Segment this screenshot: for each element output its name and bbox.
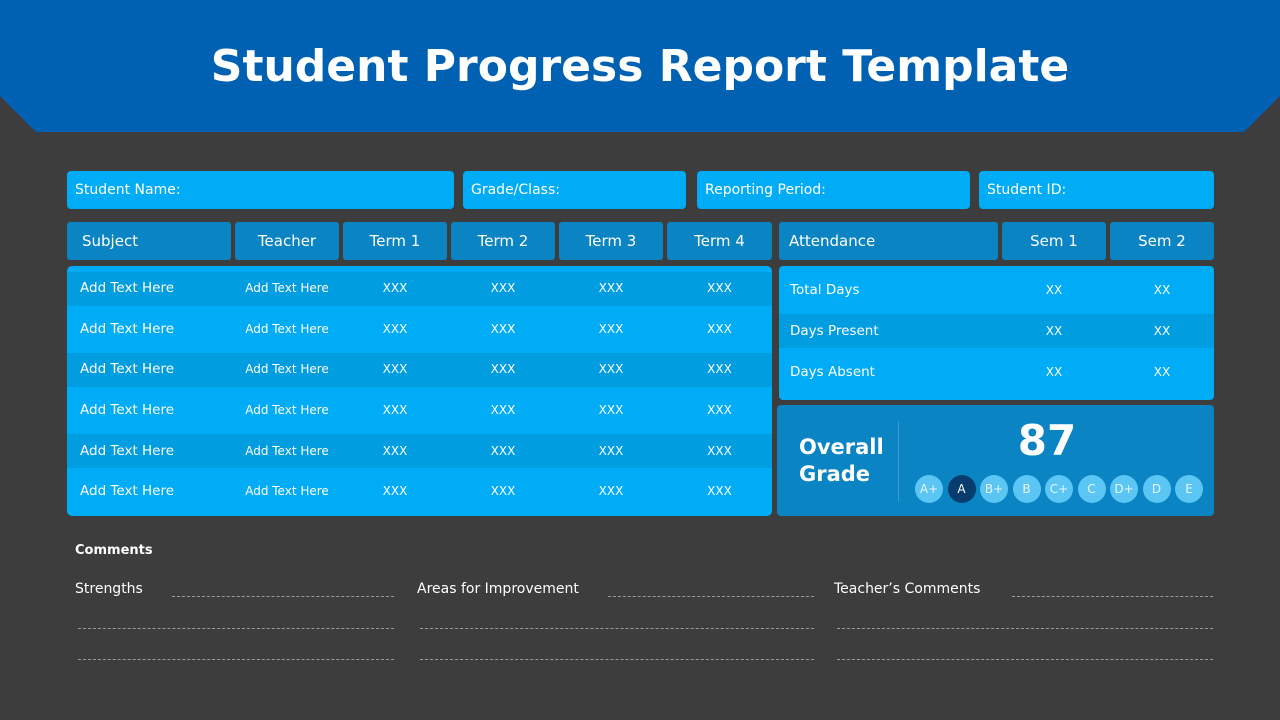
dash-line [1012, 596, 1213, 597]
info-field: Student Name: [67, 171, 454, 209]
table-cell: XXX [707, 321, 732, 336]
table-cell: XXX [598, 484, 624, 499]
dash-line [78, 628, 394, 629]
info-field: Student ID: [979, 171, 1214, 209]
table-cell: Days Present [790, 322, 879, 339]
table-cell: Add Text Here [245, 403, 329, 418]
table-cell: XXX [707, 403, 732, 418]
table-cell: XXX [382, 484, 408, 499]
comment-label: Teacher’s Comments [834, 581, 981, 597]
table-cell: XXX [598, 403, 624, 418]
table-cell: XX [1045, 282, 1063, 297]
dash-line [837, 659, 1213, 660]
table-cell: XXX [490, 443, 516, 458]
grade-badge: E [1175, 475, 1203, 503]
table-cell: XX [1153, 364, 1171, 379]
table-header: Teacher [235, 222, 339, 260]
divider [898, 421, 899, 501]
table-cell: XXX [598, 362, 624, 377]
table-header: Term 2 [451, 222, 555, 260]
table-header: Term 4 [667, 222, 772, 260]
grades-body [67, 266, 772, 516]
table-header: Sem 2 [1110, 222, 1214, 260]
table-cell: XXX [382, 443, 408, 458]
table-cell: Add Text Here [245, 484, 329, 499]
table-cell: Add Text Here [80, 483, 175, 500]
info-field: Grade/Class: [463, 171, 686, 209]
table-cell: XXX [598, 281, 624, 296]
dash-line [837, 628, 1213, 629]
title: Student Progress Report Template [210, 40, 1070, 92]
table-cell: Add Text Here [80, 402, 175, 419]
grade-badge: B+ [980, 475, 1008, 503]
table-cell: XXX [382, 403, 408, 418]
grade-badge: C [1077, 475, 1106, 503]
table-cell: XXX [707, 443, 732, 458]
table-header: Attendance [779, 222, 998, 260]
row-stripe [67, 272, 772, 306]
grade-badge: D [1142, 475, 1171, 503]
row-stripe [67, 434, 772, 469]
dash-line [78, 659, 394, 660]
table-cell: Add Text Here [80, 442, 175, 459]
table-cell: Days Absent [790, 363, 875, 380]
comments-title: Comments [75, 542, 153, 558]
table-cell: XXX [490, 321, 516, 336]
table-cell: XX [1153, 323, 1171, 338]
dash-line [420, 628, 814, 629]
table-header: Term 1 [343, 222, 447, 260]
table-header: Subject [67, 222, 231, 260]
table-cell: XX [1045, 364, 1063, 379]
table-cell: XXX [490, 403, 516, 418]
table-cell: XXX [382, 281, 408, 296]
table-cell: Add Text Here [80, 320, 175, 337]
row-stripe [779, 314, 1214, 348]
dash-line [608, 596, 814, 597]
table-cell: Add Text Here [245, 321, 329, 336]
table-cell: Add Text Here [80, 361, 175, 378]
table-header: Term 3 [559, 222, 663, 260]
table-cell: XXX [490, 281, 516, 296]
table-cell: XXX [707, 362, 732, 377]
header-band [0, 0, 1280, 132]
overall-label: Overall Grade [799, 435, 884, 486]
grade-badge: D+ [1110, 475, 1138, 503]
table-cell: XXX [598, 443, 624, 458]
grade-badge: C+ [1045, 475, 1073, 503]
table-cell: XXX [490, 484, 516, 499]
table-cell: Add Text Here [245, 362, 329, 377]
dash-line [420, 659, 814, 660]
table-cell: XX [1153, 282, 1171, 297]
table-cell: Total Days [790, 281, 860, 298]
dash-line [172, 596, 394, 597]
table-cell: XXX [382, 362, 408, 377]
comment-label: Areas for Improvement [417, 581, 579, 597]
table-header: Sem 1 [1002, 222, 1106, 260]
table-cell: XXX [490, 362, 516, 377]
table-cell: XXX [707, 281, 732, 296]
table-cell: Add Text Here [245, 281, 329, 296]
table-cell: XXX [382, 321, 408, 336]
grade-badge: A+ [915, 475, 943, 503]
row-stripe [67, 353, 772, 388]
grade-badge: B [1012, 475, 1041, 503]
table-cell: XXX [598, 321, 624, 336]
info-field: Reporting Period: [697, 171, 970, 209]
table-cell: Add Text Here [245, 443, 329, 458]
table-cell: XX [1045, 323, 1063, 338]
table-cell: XXX [707, 484, 732, 499]
table-cell: Add Text Here [80, 280, 175, 297]
comment-label: Strengths [75, 581, 143, 597]
overall-score: 87 [1017, 415, 1077, 465]
grade-badge: A [947, 475, 976, 503]
